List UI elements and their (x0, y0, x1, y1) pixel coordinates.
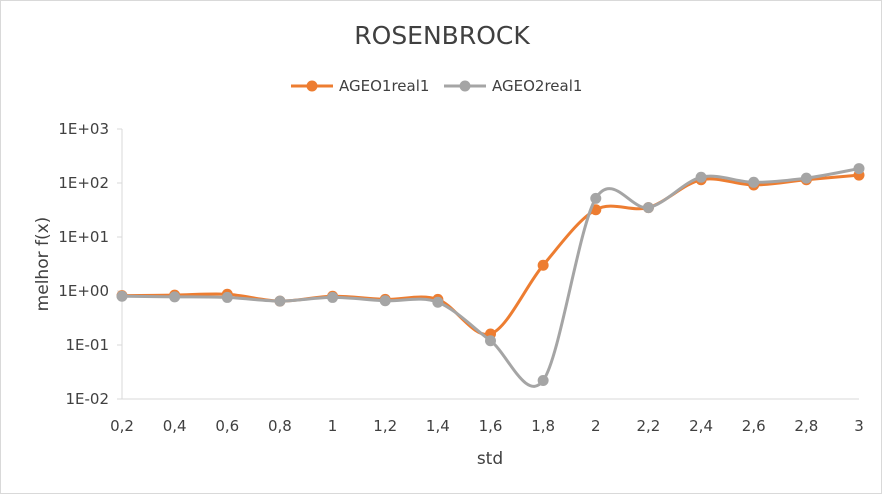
x-tick-label: 0,4 (163, 417, 187, 435)
series-AGEO2real1 (116, 163, 865, 388)
x-tick-label: 1,4 (426, 417, 450, 435)
y-tick-label: 1E+01 (58, 228, 109, 246)
legend-item-AGEO2real1: AGEO2real1 (444, 77, 582, 95)
data-point (748, 176, 760, 188)
x-tick-label: 2,4 (689, 417, 713, 435)
legend-label: AGEO1real1 (339, 77, 429, 95)
x-tick-label: 1,8 (531, 417, 555, 435)
data-point (642, 202, 654, 214)
x-tick-label: 0,6 (215, 417, 239, 435)
x-tick-label: 2,8 (794, 417, 818, 435)
x-tick-label: 2 (591, 417, 601, 435)
data-point (590, 192, 602, 204)
legend-item-AGEO1real1: AGEO1real1 (291, 77, 429, 95)
x-tick-label: 1,2 (373, 417, 397, 435)
y-tick-label: 1E+03 (58, 120, 109, 138)
data-point (169, 291, 181, 303)
data-point (379, 295, 391, 307)
legend: AGEO1real1 AGEO2real1 (291, 77, 582, 95)
data-point (853, 163, 865, 175)
axes: 1E-02 1E-01 1E+00 1E+01 1E+02 1E+03 0,2 0,4 0,6 0… (58, 120, 863, 435)
data-point (116, 290, 128, 302)
x-tick-label: 1 (328, 417, 338, 435)
x-tick-label: 0,2 (110, 417, 134, 435)
data-point (537, 259, 549, 271)
legend-swatch-marker (459, 80, 471, 92)
legend-swatch-marker (306, 80, 318, 92)
x-tick-label: 0,8 (268, 417, 292, 435)
y-tick-label: 1E-02 (65, 390, 109, 408)
y-tick-label: 1E-01 (65, 336, 109, 354)
data-point (327, 291, 339, 303)
data-point (221, 291, 233, 303)
y-tick-label: 1E+02 (58, 174, 109, 192)
data-point (432, 296, 444, 308)
x-axis-label: std (477, 449, 503, 469)
series-line-AGEO2real1 (121, 167, 860, 388)
series-layer (116, 163, 865, 388)
data-point (485, 335, 496, 347)
data-point (537, 375, 549, 387)
series-AGEO1real1 (116, 169, 865, 340)
y-tick-label: 1E+00 (58, 282, 109, 300)
data-point (274, 295, 286, 307)
y-axis-label: melhor f(x) (33, 217, 53, 312)
x-tick-label: 3 (854, 417, 864, 435)
legend-label: AGEO2real1 (492, 77, 582, 95)
series-line-AGEO1real1 (121, 173, 860, 336)
x-tick-label: 1,6 (479, 417, 503, 435)
x-tick-label: 2,2 (636, 417, 660, 435)
x-tick-label: 2,6 (742, 417, 766, 435)
data-point (800, 172, 812, 184)
chart-title: ROSENBROCK (354, 21, 530, 50)
data-point (695, 171, 707, 183)
